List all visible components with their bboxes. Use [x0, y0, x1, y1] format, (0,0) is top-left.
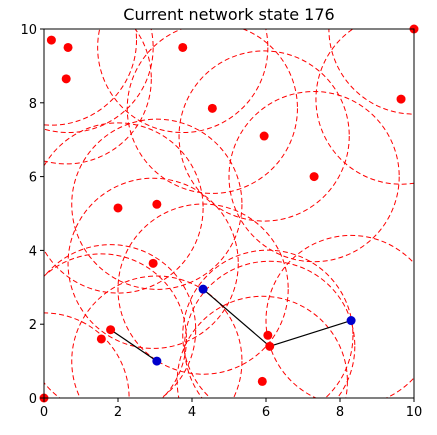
y-tick-label: 4 — [29, 244, 37, 259]
node-point — [265, 341, 275, 351]
node-point — [46, 35, 56, 45]
node-point — [263, 330, 273, 340]
node-point — [396, 94, 406, 104]
node-point — [178, 42, 188, 52]
x-tick-label: 0 — [40, 405, 48, 420]
range-circle — [184, 260, 356, 398]
y-tick-label: 2 — [29, 318, 37, 333]
range-circle — [117, 203, 289, 375]
chart-title: Current network state 176 — [123, 5, 334, 24]
node-point — [148, 258, 158, 268]
y-tick-label: 10 — [20, 23, 37, 38]
range-circle — [176, 295, 348, 398]
y-tick-label: 8 — [29, 97, 37, 112]
range-circle — [44, 29, 137, 126]
connected-node-point — [152, 356, 162, 366]
range-circle — [44, 244, 197, 398]
x-axis: 0 2 4 6 8 10 — [40, 398, 422, 420]
x-tick-label: 10 — [406, 405, 423, 420]
x-tick-label: 8 — [336, 405, 344, 420]
range-circle — [228, 91, 400, 263]
y-axis: 0 2 4 6 8 10 — [20, 23, 44, 407]
link-line — [269, 319, 352, 347]
connected-node-point — [346, 316, 356, 326]
range-circle — [182, 249, 354, 398]
node-point — [113, 203, 123, 213]
node-point — [61, 74, 71, 84]
range-circle — [67, 177, 239, 349]
node-point — [257, 376, 267, 386]
connected-node-point — [198, 284, 208, 294]
range-circle — [97, 29, 269, 134]
node-point — [106, 325, 116, 335]
node-point — [207, 103, 217, 113]
node-point — [152, 199, 162, 209]
node-point — [259, 131, 269, 141]
x-tick-label: 4 — [188, 405, 196, 420]
plot-frame — [43, 28, 415, 399]
range-circle — [44, 122, 204, 294]
range-circle — [265, 234, 414, 398]
node-point — [96, 334, 106, 344]
links — [110, 288, 352, 362]
x-tick-label: 6 — [262, 405, 270, 420]
node-point — [309, 172, 319, 182]
y-tick-label: 0 — [29, 392, 37, 407]
range-circle — [44, 29, 152, 165]
node-point — [63, 42, 73, 52]
range-circle — [44, 253, 187, 398]
link-line — [110, 329, 158, 362]
y-tick-label: 6 — [29, 171, 37, 186]
range-circle — [71, 275, 243, 398]
range-circle — [178, 50, 350, 222]
range-circle — [315, 29, 414, 185]
range-circle — [71, 118, 243, 290]
range-circle — [126, 29, 298, 194]
link-line — [202, 288, 271, 347]
x-tick-label: 2 — [114, 405, 122, 420]
